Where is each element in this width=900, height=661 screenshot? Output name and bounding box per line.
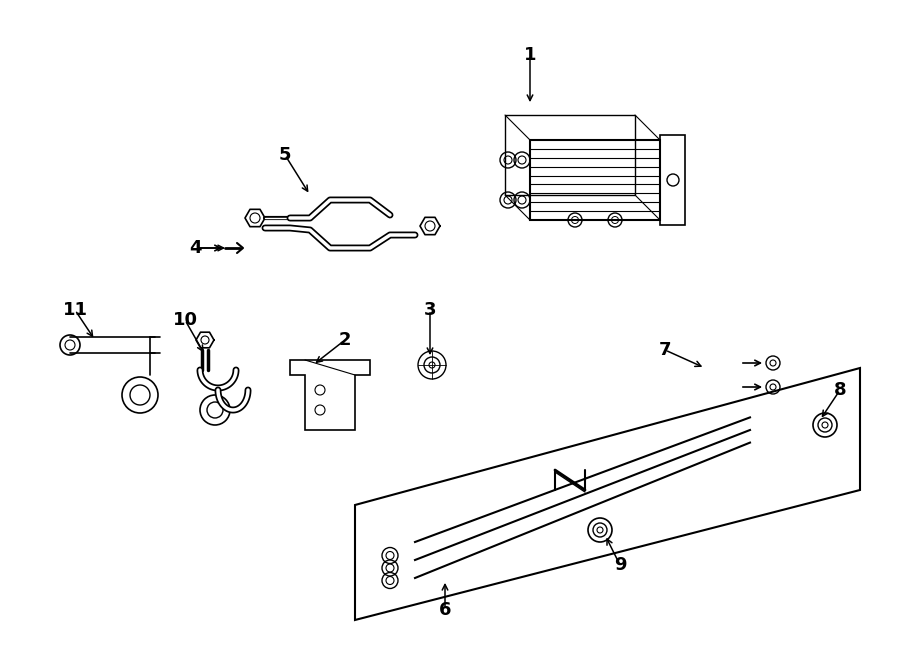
Text: 9: 9 bbox=[614, 556, 626, 574]
Text: 3: 3 bbox=[424, 301, 436, 319]
Text: 1: 1 bbox=[524, 46, 536, 64]
Text: 4: 4 bbox=[189, 239, 202, 257]
Text: 7: 7 bbox=[659, 341, 671, 359]
Text: 11: 11 bbox=[62, 301, 87, 319]
Text: 8: 8 bbox=[833, 381, 846, 399]
Text: 5: 5 bbox=[279, 146, 292, 164]
Text: 6: 6 bbox=[439, 601, 451, 619]
Text: 2: 2 bbox=[338, 331, 351, 349]
Text: 10: 10 bbox=[173, 311, 197, 329]
